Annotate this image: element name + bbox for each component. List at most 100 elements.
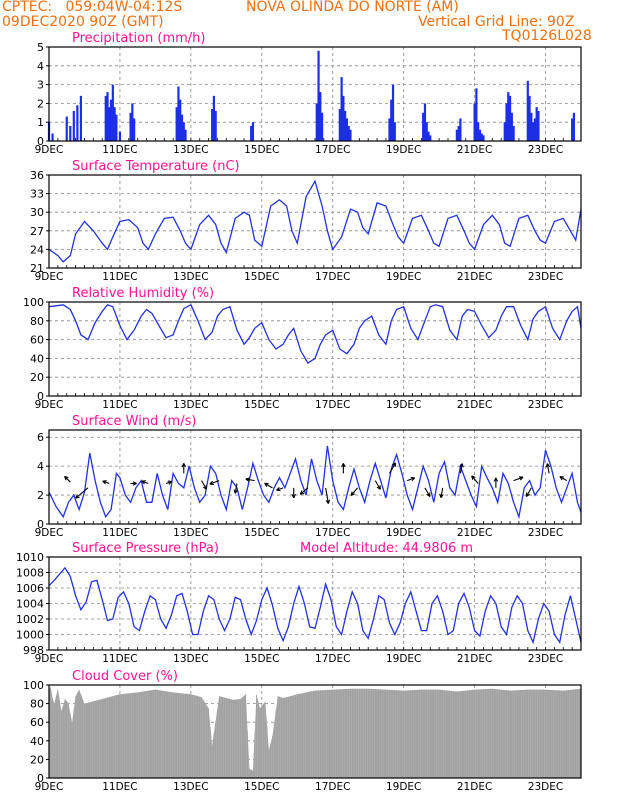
rh-xtick-label: 19DEC bbox=[386, 399, 421, 411]
precip-bar bbox=[111, 84, 114, 141]
wind-arrow bbox=[233, 483, 239, 494]
temp-ytick-label: 21 bbox=[30, 262, 44, 275]
source-coordinates: CPTEC: 059:04W-04:12S bbox=[2, 0, 183, 15]
rh-xtick-label: 13DEC bbox=[173, 399, 208, 411]
cloud-panel: Cloud Cover (%) 0 20 40 60 80 100 9DEC 11DEC 13DE… bbox=[23, 669, 582, 793]
precip-bar bbox=[344, 110, 347, 141]
precip-bar bbox=[180, 114, 184, 141]
precip-bar bbox=[537, 110, 540, 141]
product-code: TQ0126L028 bbox=[502, 28, 592, 44]
precip-bar bbox=[214, 110, 217, 141]
temp-xtick-label: 9DEC bbox=[35, 271, 64, 283]
temp-ytick-label: 33 bbox=[30, 188, 44, 201]
cloud-xtick-label: 17DEC bbox=[315, 781, 350, 793]
rh-xtick-label: 9DEC bbox=[35, 399, 64, 411]
wind-xtick-label: 15DEC bbox=[244, 527, 279, 539]
precip-bar bbox=[76, 105, 79, 141]
precip-bar bbox=[572, 112, 576, 141]
precip-bar bbox=[528, 95, 531, 141]
precip-xtick-label: 19DEC bbox=[386, 144, 421, 156]
rh-frame bbox=[48, 301, 582, 397]
temp-frame bbox=[48, 174, 582, 269]
wind-arrow bbox=[165, 480, 173, 485]
cloud-frame bbox=[48, 684, 582, 779]
cloud-ytick-label: 100 bbox=[23, 679, 44, 692]
wind-arrow bbox=[559, 476, 568, 482]
cloud-xtick-label: 23DEC bbox=[528, 781, 563, 793]
rh-xtick-label: 21DEC bbox=[457, 399, 492, 411]
precip-bar bbox=[319, 92, 322, 141]
wind-title: Surface Wind (m/s) bbox=[72, 414, 196, 429]
cloud-ytick-label: 40 bbox=[30, 735, 44, 748]
rh-title: Relative Humidity (%) bbox=[72, 286, 214, 301]
rh-series-line bbox=[48, 303, 582, 365]
wind-arrow bbox=[439, 487, 444, 499]
precip-xtick-label: 17DEC bbox=[315, 144, 350, 156]
precip-bar bbox=[251, 122, 255, 141]
wind-xtick-label: 17DEC bbox=[315, 527, 350, 539]
wind-arrow bbox=[245, 477, 255, 482]
temp-panel: Surface Temperature (nC) 21 24 27 30 33 36 9DEC… bbox=[30, 159, 582, 283]
precip-bar bbox=[532, 122, 535, 141]
precip-ytick-label: 4 bbox=[37, 60, 44, 73]
precip-bar bbox=[133, 118, 136, 141]
precip-bar bbox=[175, 107, 178, 141]
pres-ytick-label: 1004 bbox=[16, 598, 44, 611]
precip-bar bbox=[473, 103, 476, 141]
temp-xtick-label: 11DEC bbox=[102, 271, 137, 283]
precip-bar bbox=[106, 92, 109, 141]
precip-bar bbox=[118, 131, 122, 141]
precip-bar bbox=[480, 133, 483, 141]
pres-ytick-label: 1002 bbox=[16, 613, 44, 626]
pres-xtick-label: 9DEC bbox=[35, 653, 64, 665]
wind-arrow bbox=[374, 480, 381, 490]
wind-arrow bbox=[493, 477, 499, 488]
temp-xtick-label: 17DEC bbox=[315, 271, 350, 283]
precip-bar bbox=[508, 95, 512, 141]
precip-bar bbox=[535, 107, 538, 141]
precip-bar bbox=[503, 122, 506, 141]
pres-ytick-label: 1006 bbox=[16, 582, 44, 595]
wind-xtick-label: 11DEC bbox=[102, 527, 137, 539]
precip-bar bbox=[72, 110, 75, 141]
cloud-xtick-label: 15DEC bbox=[244, 781, 279, 793]
cloud-xtick-label: 21DEC bbox=[457, 781, 492, 793]
rh-panel: Relative Humidity (%) 0 20 40 60 80 100 9DEC 11D… bbox=[23, 286, 582, 411]
precip-bar bbox=[317, 50, 320, 142]
precip-bar bbox=[320, 112, 324, 141]
precip-bar bbox=[475, 88, 478, 141]
precip-panel: Precipitation (mm/h) 0 1 2 3 4 5 9DEC 11DEC 13DEC… bbox=[35, 31, 582, 156]
rh-ytick-label: 20 bbox=[30, 371, 44, 384]
rh-xtick-label: 17DEC bbox=[315, 399, 350, 411]
precip-bar bbox=[104, 95, 107, 141]
cloud-xtick-label: 9DEC bbox=[35, 781, 64, 793]
wind-xtick-label: 13DEC bbox=[173, 527, 208, 539]
precip-bar bbox=[129, 112, 132, 141]
precip-bar bbox=[427, 131, 430, 141]
wind-panel: Surface Wind (m/s) 0 2 4 6 9DEC 11DEC 13DEC 15DE… bbox=[35, 414, 582, 539]
pres-xtick-label: 21DEC bbox=[457, 653, 492, 665]
pres-xtick-label: 19DEC bbox=[386, 653, 421, 665]
precip-bar bbox=[69, 125, 72, 141]
wind-series-line bbox=[48, 445, 582, 520]
rh-xtick-label: 15DEC bbox=[244, 399, 279, 411]
wind-arrow bbox=[471, 475, 479, 484]
precip-bar bbox=[177, 86, 180, 141]
wind-arrow bbox=[513, 476, 524, 482]
precip-bar bbox=[115, 114, 118, 141]
precip-ytick-label: 0 bbox=[37, 135, 44, 148]
wind-arrow bbox=[424, 487, 431, 497]
temp-xtick-label: 13DEC bbox=[173, 271, 208, 283]
wind-arrow bbox=[299, 487, 309, 495]
temp-xtick-label: 15DEC bbox=[244, 271, 279, 283]
precip-bar bbox=[108, 107, 111, 141]
precip-bar bbox=[113, 107, 116, 141]
wind-arrow bbox=[201, 480, 208, 490]
precip-bar bbox=[109, 99, 113, 141]
wind-arrow bbox=[350, 487, 358, 497]
wind-arrow bbox=[276, 486, 284, 492]
location-name: NOVA OLINDA DO NORTE (AM) bbox=[246, 0, 459, 15]
wind-arrow bbox=[459, 463, 464, 474]
precip-bar bbox=[340, 77, 343, 141]
